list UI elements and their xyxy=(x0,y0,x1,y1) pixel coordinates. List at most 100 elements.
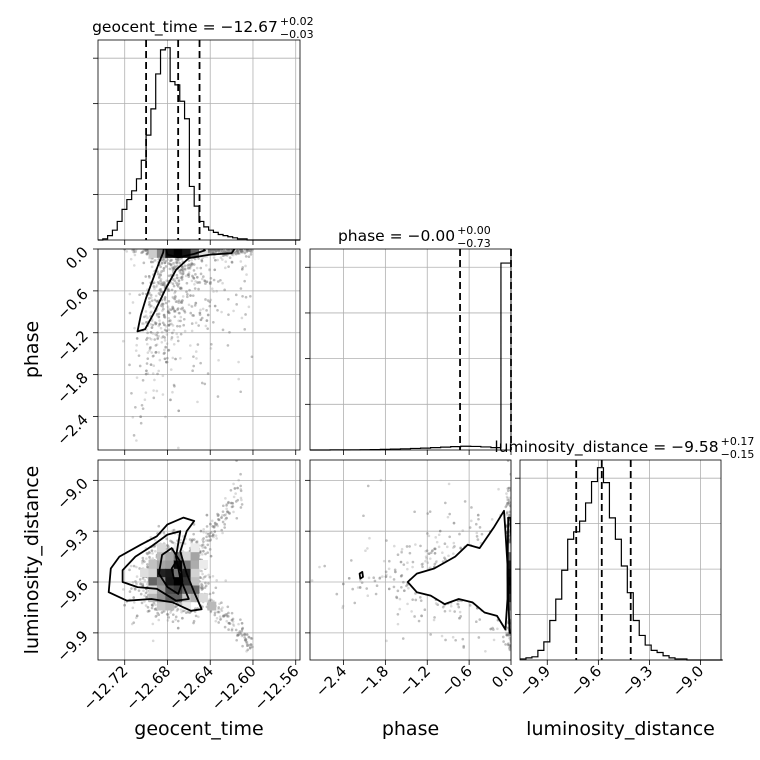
sample-point xyxy=(149,260,153,264)
sample-point xyxy=(163,323,166,327)
sample-point xyxy=(167,307,171,311)
sample-point xyxy=(181,270,185,273)
sample-point xyxy=(189,294,192,297)
sample-point xyxy=(155,299,158,303)
sample-point xyxy=(204,581,207,585)
sample-point xyxy=(194,301,198,305)
sample-point xyxy=(171,331,174,335)
sample-point xyxy=(132,250,136,254)
sample-point xyxy=(148,276,151,279)
sample-point xyxy=(206,539,210,542)
sample-point xyxy=(185,290,188,293)
sample-point xyxy=(200,258,204,262)
sample-point xyxy=(213,611,217,615)
sample-point xyxy=(205,280,209,284)
sample-point xyxy=(192,277,196,280)
sample-point xyxy=(143,398,147,402)
sample-point xyxy=(130,391,133,395)
sample-point xyxy=(213,249,217,252)
sample-point xyxy=(151,354,155,358)
sample-point xyxy=(220,601,223,604)
sample-point xyxy=(235,638,238,642)
sample-point xyxy=(220,310,223,314)
sample-point xyxy=(225,510,229,513)
sample-point xyxy=(240,249,244,253)
sample-point xyxy=(213,521,217,525)
sample-point xyxy=(160,302,164,306)
sample-point xyxy=(186,295,189,299)
sample-point xyxy=(214,619,218,623)
sample-point xyxy=(175,260,179,263)
sample-point xyxy=(191,275,195,279)
sample-point xyxy=(170,336,174,339)
sample-point xyxy=(177,282,181,286)
sample-point xyxy=(181,308,185,312)
sample-point xyxy=(227,628,230,631)
sample-point xyxy=(243,249,246,253)
sample-point xyxy=(148,551,152,555)
sample-point xyxy=(211,525,215,528)
sample-point xyxy=(146,552,149,556)
sample-point xyxy=(199,549,202,553)
sample-point xyxy=(209,610,213,613)
sample-point xyxy=(249,643,253,647)
sample-point xyxy=(165,360,169,364)
sample-point xyxy=(215,249,219,252)
sample-point xyxy=(209,276,213,280)
sample-point xyxy=(203,279,206,282)
sample-point xyxy=(240,249,244,253)
sample-point xyxy=(245,250,249,253)
sample-point xyxy=(161,283,165,286)
sample-point xyxy=(143,315,146,319)
sample-point xyxy=(208,304,212,308)
sample-point xyxy=(192,276,195,280)
sample-point xyxy=(193,282,196,286)
sample-point xyxy=(188,538,192,541)
sample-point xyxy=(207,249,211,251)
sample-point xyxy=(161,305,165,308)
sample-point xyxy=(213,249,217,252)
sample-point xyxy=(132,264,136,267)
sample-point xyxy=(141,561,144,565)
sample-point xyxy=(185,281,189,285)
sample-point xyxy=(236,249,240,253)
sample-point xyxy=(213,268,217,272)
sample-point xyxy=(157,524,161,528)
sample-point xyxy=(175,261,179,264)
sample-point xyxy=(240,627,244,631)
sample-point xyxy=(166,613,170,616)
sample-point xyxy=(151,604,154,607)
sample-point xyxy=(175,609,179,613)
sample-point xyxy=(181,306,184,310)
sample-point xyxy=(167,349,170,352)
sample-point xyxy=(171,305,174,309)
sample-point xyxy=(245,642,249,645)
sample-point xyxy=(216,258,219,262)
sample-point xyxy=(223,514,226,517)
sample-point xyxy=(208,575,212,579)
sample-point xyxy=(182,317,186,321)
sample-point xyxy=(169,259,172,263)
sample-point xyxy=(216,514,220,518)
sample-point xyxy=(208,249,212,252)
sample-point xyxy=(192,619,196,623)
sample-point xyxy=(221,328,225,332)
sample-point xyxy=(163,284,167,288)
sample-point xyxy=(221,258,224,261)
sample-point xyxy=(141,250,144,254)
sample-point xyxy=(179,300,183,304)
sample-point xyxy=(153,321,157,324)
sample-point xyxy=(164,259,168,263)
sample-point xyxy=(216,610,220,614)
sample-point xyxy=(182,317,186,321)
sample-point xyxy=(229,501,233,505)
sample-point xyxy=(203,586,207,589)
sample-point xyxy=(249,249,253,252)
sample-point xyxy=(249,646,252,649)
sample-point xyxy=(243,633,247,636)
sample-point xyxy=(167,324,171,327)
sample-point xyxy=(159,304,163,307)
sample-point xyxy=(166,310,170,314)
sample-point xyxy=(217,606,220,609)
sample-point xyxy=(180,610,183,614)
